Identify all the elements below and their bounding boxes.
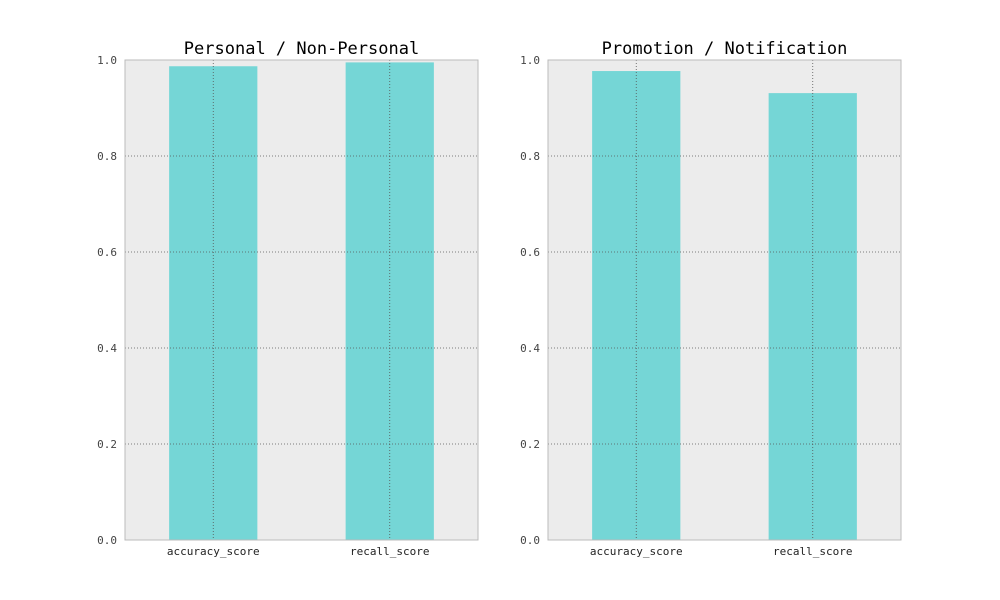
y-tick-label: 0.6 xyxy=(97,246,117,259)
bar-accuracy-score xyxy=(592,71,681,540)
y-tick-label: 0.0 xyxy=(97,534,117,547)
axes-frame xyxy=(547,59,902,541)
y-tick-label: 0.0 xyxy=(520,534,540,547)
chart-title: Promotion / Notification xyxy=(602,39,848,59)
y-tick-label: 1.0 xyxy=(97,54,117,67)
chart-panel-2: 0.0 0.2 0.4 0.6 0.8 1.0 accuracy_score recall_s… xyxy=(520,39,902,558)
y-tick-label: 0.6 xyxy=(520,246,540,259)
x-tick-label: accuracy_score xyxy=(167,545,260,558)
y-tick-label: 0.2 xyxy=(520,438,540,451)
x-tick-label: accuracy_score xyxy=(590,545,683,558)
y-tick-label: 0.2 xyxy=(97,438,117,451)
y-tick-label: 0.4 xyxy=(97,342,117,355)
y-tick-label: 0.8 xyxy=(520,150,540,163)
bar-recall-score xyxy=(768,93,857,541)
chart-title: Personal / Non-Personal xyxy=(184,39,419,59)
x-tick-label: recall_score xyxy=(773,545,852,558)
x-tick-label: recall_score xyxy=(350,545,429,558)
y-tick-label: 1.0 xyxy=(520,54,540,67)
axes-frame xyxy=(124,59,479,541)
y-tick-label: 0.8 xyxy=(97,150,117,163)
y-tick-label: 0.4 xyxy=(520,342,540,355)
chart-panel-1: 0.0 0.2 0.4 0.6 0.8 1.0 accuracy_score recall_s… xyxy=(97,39,479,558)
